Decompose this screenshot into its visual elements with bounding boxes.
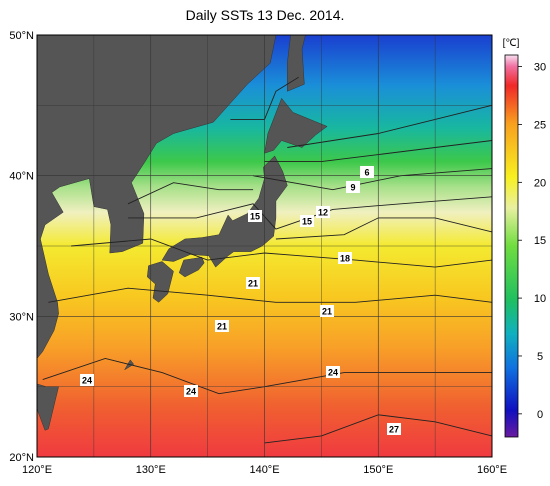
contour-label: 27 [389,425,399,435]
contour-label: 21 [248,279,258,289]
landmass [178,257,205,278]
contour-label: 15 [250,212,260,222]
colorbar-tick-label: 15 [534,235,546,247]
lat-tick-label: 20°N [9,452,34,464]
contour-label-box [387,423,401,435]
contour-label-box [338,252,352,264]
contour-label: 15 [302,217,312,227]
map-title: Daily SSTs 13 Dec. 2014. [186,7,345,23]
contour-label: 9 [350,183,355,193]
lat-tick-label: 50°N [9,30,34,42]
contour-label: 24 [82,376,92,386]
contour-label: 21 [217,322,227,332]
colorbar-unit: [℃] [503,38,520,49]
isotherm [42,358,492,395]
contour-label: 6 [364,168,369,178]
contour-label: 12 [318,208,328,218]
landmass [147,261,174,303]
lon-tick-label: 140°E [249,464,279,476]
lat-tick-label: 40°N [9,171,34,183]
map-frame [36,34,493,458]
contour-label-box [360,166,374,178]
contour-label: 24 [328,368,338,378]
contour-label-box [80,374,94,386]
contour-label-box [300,215,314,227]
colorbar-tick-label: 20 [534,177,546,189]
contour-label-box [346,181,360,193]
land [36,34,328,431]
contour-label: 21 [322,307,332,317]
lat-tick-label: 30°N [9,311,34,323]
landmass [161,155,288,268]
contour-label-box [184,385,198,397]
colorbar-tick-label: 5 [537,351,543,363]
contour-label-box [320,305,334,317]
lon-tick-label: 120°E [22,464,52,476]
colorbar-tick-label: 25 [534,119,546,131]
colorbar-tick-label: 0 [537,409,543,421]
contour-label-box [215,320,229,332]
lon-tick-label: 130°E [136,464,166,476]
lon-tick-label: 150°E [363,464,393,476]
lon-tick-label: 160°E [477,464,507,476]
contour-label-box [326,366,340,378]
contour-label-box [246,277,260,289]
contour-label-box [248,210,262,222]
isotherm [128,196,493,230]
colorbar-tick-label: 30 [534,62,546,74]
isotherm [253,168,493,191]
contour-label: 18 [340,254,350,264]
contour-label-box [316,206,330,218]
landmass [36,34,277,360]
contour-label: 24 [186,387,196,397]
colorbar-tick-label: 10 [534,293,546,305]
colorbar [504,54,519,438]
